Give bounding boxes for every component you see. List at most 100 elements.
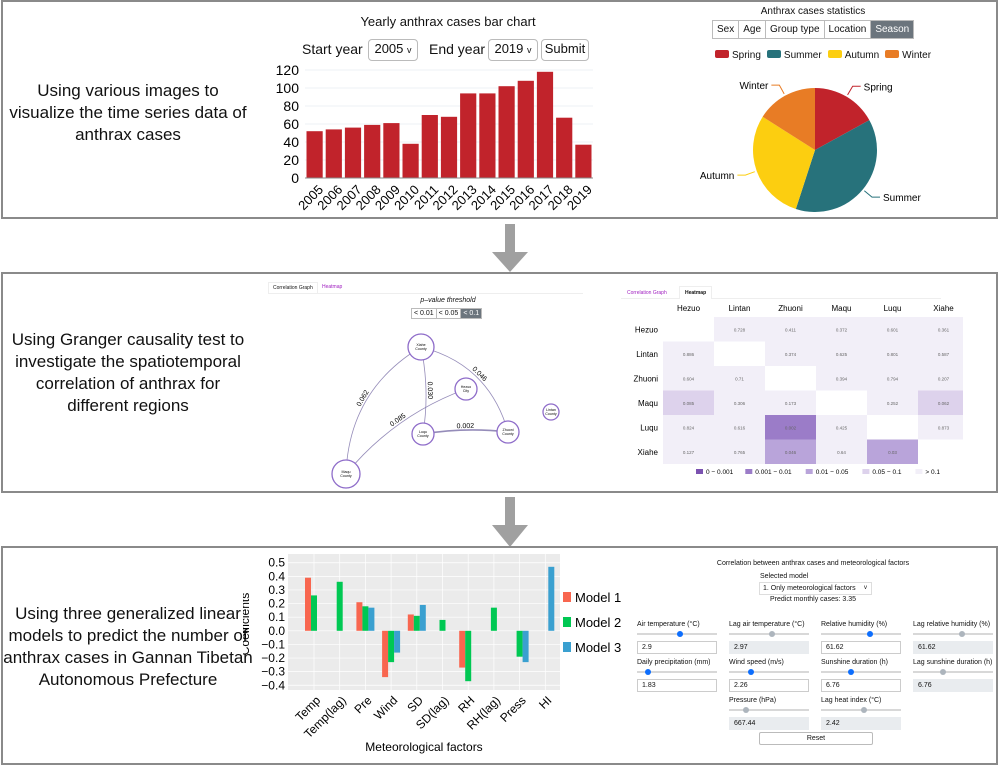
- slider-handle[interactable]: [769, 631, 776, 637]
- model-select[interactable]: 1. Only meteorological factors v: [759, 582, 872, 595]
- slider-handle[interactable]: [939, 669, 946, 675]
- legend-swatch: [563, 617, 571, 627]
- tab-correlation-graph[interactable]: Correlation Graph: [627, 290, 667, 296]
- heatmap-cell: [663, 366, 714, 391]
- heatmap-cell-value: 0.794: [887, 376, 899, 381]
- factor-slider[interactable]: [729, 707, 809, 713]
- pie-tab-group-type[interactable]: Group type: [765, 20, 825, 39]
- start-year-value: 2005: [374, 41, 404, 56]
- tab-heatmap[interactable]: Heatmap: [322, 284, 343, 290]
- panel-description: Using three generalized linear models to…: [3, 604, 253, 689]
- end-year-value: 2019: [494, 41, 524, 56]
- heatmap-cell: [816, 439, 867, 464]
- coefficient-bar: [368, 607, 375, 631]
- heatmap-cell-value: 0.361: [938, 327, 950, 332]
- factor-input[interactable]: 61.62: [821, 641, 901, 654]
- slider-handle[interactable]: [847, 669, 854, 675]
- heatmap-cell: [867, 439, 918, 464]
- legend-swatch: [885, 50, 900, 58]
- legend-label: Spring: [732, 50, 761, 61]
- factor-label: Air temperature (°C): [637, 621, 700, 628]
- pie-label: Winter: [739, 81, 769, 92]
- heatmap-cell: [714, 341, 765, 366]
- bar: [460, 93, 477, 178]
- factor-slider[interactable]: [729, 669, 809, 675]
- factor-input[interactable]: 2.9: [637, 641, 717, 654]
- y-tick-label: 0.1: [268, 610, 285, 624]
- legend-item[interactable]: Winter: [885, 50, 931, 61]
- graph-node: [331, 459, 361, 489]
- heatmap-cell-value: 0.64: [837, 450, 846, 455]
- pie-label-line: [847, 85, 861, 96]
- heatmap-cell: [918, 390, 963, 415]
- heatmap-cell: [918, 415, 963, 440]
- panel-glm: Using three generalized linear models to…: [1, 546, 998, 765]
- pie-tab-location[interactable]: Location: [823, 20, 872, 39]
- factor-input[interactable]: 2.26: [729, 679, 809, 692]
- coefficient-bar: [311, 595, 317, 631]
- legend-label: > 0.1: [925, 469, 940, 476]
- factor-input[interactable]: 1.83: [637, 679, 717, 692]
- model-select-value: 1. Only meteorological factors: [763, 585, 856, 592]
- heatmap-cell-value: 0.601: [887, 327, 899, 332]
- factor-input[interactable]: 6.76: [821, 679, 901, 692]
- factor-slider[interactable]: [637, 631, 717, 637]
- p-value-threshold-buttons: < 0.01 < 0.05 < 0.1: [411, 308, 483, 319]
- slider-handle[interactable]: [866, 631, 873, 637]
- pie-tab-sex[interactable]: Sex: [712, 20, 740, 39]
- tab-heatmap[interactable]: Heatmap: [679, 286, 713, 299]
- slider-handle[interactable]: [676, 631, 683, 637]
- factor-label: Lag sunshine duration (h): [913, 659, 993, 666]
- factor-slider[interactable]: [821, 707, 901, 713]
- slider-handle[interactable]: [748, 669, 754, 675]
- bar: [364, 124, 381, 178]
- heatmap-cell-value: 0.765: [734, 450, 746, 455]
- start-year-select[interactable]: 2005 v: [368, 39, 418, 61]
- heatmap-cell: [663, 317, 714, 342]
- factor-slider[interactable]: [729, 631, 809, 637]
- factor-label: Daily precipitation (mm): [637, 659, 711, 666]
- coefficient-bar: [394, 630, 401, 653]
- column-header: Zhuoni: [778, 304, 803, 313]
- heatmap-cell: [918, 341, 963, 366]
- factor-slider[interactable]: [637, 669, 717, 675]
- x-tick-label: Wind: [371, 693, 400, 722]
- heatmap-cell-value: 0.046: [785, 450, 797, 455]
- heatmap-cell: [918, 317, 963, 342]
- end-year-select[interactable]: 2019 v: [488, 39, 538, 61]
- pie-tab-age[interactable]: Age: [738, 20, 767, 39]
- chevron-down-icon: v: [864, 585, 867, 591]
- submit-button[interactable]: Submit: [541, 39, 589, 61]
- factor-slider[interactable]: [913, 669, 993, 675]
- heatmap-cell-value: 0.207: [938, 376, 950, 381]
- heatmap-cell-value: 0.801: [887, 352, 899, 357]
- x-tick-label: Press: [497, 693, 529, 725]
- factor-slider[interactable]: [821, 669, 901, 675]
- legend-item[interactable]: Spring: [715, 50, 761, 61]
- pie-tab-season[interactable]: Season: [870, 20, 915, 39]
- slider-handle[interactable]: [860, 707, 867, 713]
- factor-slider[interactable]: [913, 631, 993, 637]
- bar: [575, 144, 592, 178]
- slider-handle[interactable]: [958, 631, 965, 637]
- legend-label: Summer: [783, 50, 822, 61]
- pie-slice: [753, 116, 815, 209]
- heatmap-cell-value: 0.604: [683, 376, 695, 381]
- coefficient-bar: [388, 630, 395, 663]
- threshold-button[interactable]: < 0.1: [460, 308, 483, 319]
- panel-description: Using various images to visualize the ti…: [9, 81, 247, 144]
- bar: [306, 131, 323, 178]
- bar: [440, 116, 458, 178]
- factor-slider[interactable]: [821, 631, 901, 637]
- legend-swatch: [805, 469, 813, 474]
- tab-correlation-graph[interactable]: Correlation Graph: [268, 282, 318, 293]
- bar-chart-title: Yearly anthrax cases bar chart: [360, 14, 536, 29]
- slider-handle[interactable]: [743, 707, 750, 713]
- legend-item[interactable]: Autumn: [827, 50, 879, 61]
- slider-handle[interactable]: [644, 669, 651, 675]
- heatmap-cell: [816, 366, 867, 391]
- legend-item[interactable]: Summer: [766, 50, 822, 61]
- reset-button[interactable]: Reset: [759, 732, 873, 745]
- heatmap-cell-value: 0.616: [734, 425, 746, 430]
- coefficient-bar: [522, 630, 529, 663]
